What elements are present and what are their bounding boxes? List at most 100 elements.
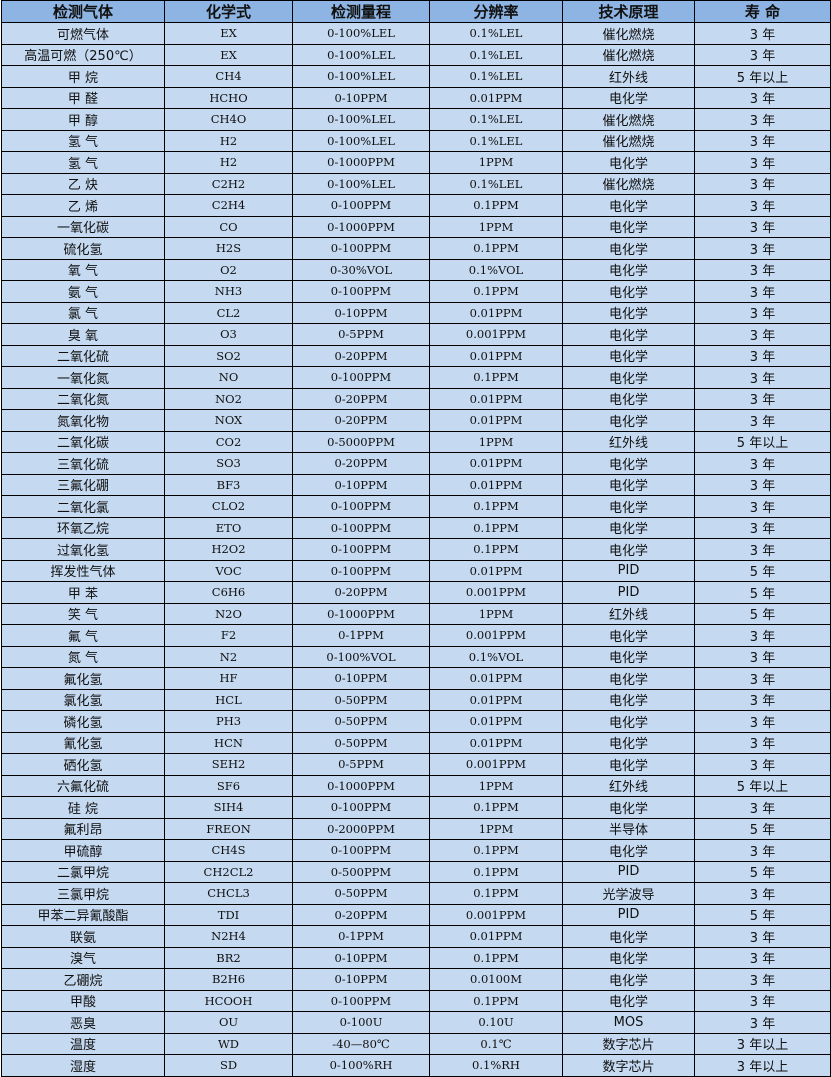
cell-range: 0-10PPM bbox=[292, 301, 430, 324]
cell-gas: 高温可燃（250℃） bbox=[1, 43, 165, 66]
cell-principle: 电化学 bbox=[562, 452, 695, 475]
table-row: 挥发性气体 VOC 0-100PPM 0.01PPM PID 5 年 bbox=[1, 559, 831, 582]
cell-gas: 联氨 bbox=[1, 925, 165, 948]
cell-range: 0-100%LEL bbox=[292, 22, 430, 45]
cell-lifespan: 3 年 bbox=[694, 129, 831, 152]
cell-resolution: 0.01PPM bbox=[429, 667, 563, 690]
table-row: 甲 醇 CH4O 0-100%LEL 0.1%LEL 催化燃烧 3 年 bbox=[1, 108, 831, 131]
cell-range: 0-50PPM bbox=[292, 882, 430, 905]
cell-formula: HCOOH bbox=[164, 989, 293, 1012]
cell-resolution: 0.001PPM bbox=[429, 624, 563, 647]
cell-formula: SIH4 bbox=[164, 796, 293, 819]
cell-resolution: 1PPM bbox=[429, 151, 563, 174]
cell-principle: 电化学 bbox=[562, 968, 695, 991]
cell-lifespan: 3 年 bbox=[694, 538, 831, 561]
cell-resolution: 0.001PPM bbox=[429, 581, 563, 604]
cell-range: 0-100%LEL bbox=[292, 65, 430, 88]
table-row: 氯化氢 HCL 0-50PPM 0.01PPM 电化学 3 年 bbox=[1, 688, 831, 711]
table-row: 过氧化氢 H2O2 0-100PPM 0.1PPM 电化学 3 年 bbox=[1, 538, 831, 561]
cell-principle: 红外线 bbox=[562, 430, 695, 453]
cell-formula: B2H6 bbox=[164, 968, 293, 991]
cell-lifespan: 3 年 bbox=[694, 882, 831, 905]
cell-range: 0-100%LEL bbox=[292, 43, 430, 66]
cell-formula: NO2 bbox=[164, 387, 293, 410]
cell-principle: 红外线 bbox=[562, 65, 695, 88]
header-range: 检测量程 bbox=[292, 0, 430, 23]
cell-range: 0-20PPM bbox=[292, 903, 430, 926]
cell-range: 0-5000PPM bbox=[292, 430, 430, 453]
cell-gas: 恶臭 bbox=[1, 1011, 165, 1034]
cell-formula: O3 bbox=[164, 323, 293, 346]
cell-principle: 电化学 bbox=[562, 301, 695, 324]
cell-resolution: 0.01PPM bbox=[429, 452, 563, 475]
cell-lifespan: 3 年 bbox=[694, 667, 831, 690]
cell-principle: 电化学 bbox=[562, 215, 695, 238]
cell-resolution: 1PPM bbox=[429, 774, 563, 797]
cell-resolution: 0.01PPM bbox=[429, 387, 563, 410]
cell-lifespan: 3 年 bbox=[694, 387, 831, 410]
cell-gas: 氧 气 bbox=[1, 258, 165, 281]
table-row: 高温可燃（250℃） EX 0-100%LEL 0.1%LEL 催化燃烧 3 年 bbox=[1, 43, 831, 66]
cell-resolution: 1PPM bbox=[429, 430, 563, 453]
cell-range: 0-1PPM bbox=[292, 925, 430, 948]
table-row: 氨 气 NH3 0-100PPM 0.1PPM 电化学 3 年 bbox=[1, 280, 831, 303]
cell-principle: 电化学 bbox=[562, 237, 695, 260]
cell-range: 0-100PPM bbox=[292, 989, 430, 1012]
cell-gas: 可燃气体 bbox=[1, 22, 165, 45]
table-row: 二氧化硫 SO2 0-20PPM 0.01PPM 电化学 3 年 bbox=[1, 344, 831, 367]
table-row: 二氯甲烷 CH2CL2 0-500PPM 0.1PPM PID 5 年 bbox=[1, 860, 831, 883]
cell-range: 0-100PPM bbox=[292, 796, 430, 819]
cell-lifespan: 3 年 bbox=[694, 86, 831, 109]
table-row: 氯 气 CL2 0-10PPM 0.01PPM 电化学 3 年 bbox=[1, 301, 831, 324]
cell-range: 0-100PPM bbox=[292, 559, 430, 582]
header-gas: 检测气体 bbox=[1, 0, 165, 23]
cell-gas: 温度 bbox=[1, 1032, 165, 1055]
cell-range: 0-20PPM bbox=[292, 409, 430, 432]
cell-gas: 甲 醛 bbox=[1, 86, 165, 109]
table-row: 二氧化氯 CLO2 0-100PPM 0.1PPM 电化学 3 年 bbox=[1, 495, 831, 518]
cell-gas: 甲 烷 bbox=[1, 65, 165, 88]
cell-principle: 电化学 bbox=[562, 753, 695, 776]
table-row: 三氯甲烷 CHCL3 0-50PPM 0.1PPM 光学波导 3 年 bbox=[1, 882, 831, 905]
cell-range: 0-100PPM bbox=[292, 516, 430, 539]
cell-resolution: 0.1%LEL bbox=[429, 43, 563, 66]
table-row: 一氧化氮 NO 0-100PPM 0.1PPM 电化学 3 年 bbox=[1, 366, 831, 389]
cell-gas: 氮氧化物 bbox=[1, 409, 165, 432]
table-row: 磷化氢 PH3 0-50PPM 0.01PPM 电化学 3 年 bbox=[1, 710, 831, 733]
cell-resolution: 0.01PPM bbox=[429, 301, 563, 324]
cell-lifespan: 3 年 bbox=[694, 710, 831, 733]
cell-formula: TDI bbox=[164, 903, 293, 926]
table-row: 硫化氢 H2S 0-100PPM 0.1PPM 电化学 3 年 bbox=[1, 237, 831, 260]
cell-range: 0-100PPM bbox=[292, 280, 430, 303]
cell-range: 0-1000PPM bbox=[292, 774, 430, 797]
cell-lifespan: 3 年 bbox=[694, 409, 831, 432]
cell-lifespan: 3 年 bbox=[694, 151, 831, 174]
cell-formula: SEH2 bbox=[164, 753, 293, 776]
cell-principle: 催化燃烧 bbox=[562, 22, 695, 45]
cell-range: 0-100%LEL bbox=[292, 108, 430, 131]
cell-resolution: 0.1PPM bbox=[429, 946, 563, 969]
cell-principle: 电化学 bbox=[562, 344, 695, 367]
cell-lifespan: 3 年 bbox=[694, 839, 831, 862]
table-row: 二氧化氮 NO2 0-20PPM 0.01PPM 电化学 3 年 bbox=[1, 387, 831, 410]
cell-principle: PID bbox=[562, 559, 695, 582]
cell-resolution: 0.1PPM bbox=[429, 366, 563, 389]
cell-formula: NOX bbox=[164, 409, 293, 432]
cell-principle: 电化学 bbox=[562, 839, 695, 862]
cell-principle: 半导体 bbox=[562, 817, 695, 840]
cell-gas: 甲硫醇 bbox=[1, 839, 165, 862]
cell-resolution: 0.0100M bbox=[429, 968, 563, 991]
cell-gas: 氮 气 bbox=[1, 645, 165, 668]
cell-resolution: 0.1PPM bbox=[429, 516, 563, 539]
cell-formula: HCHO bbox=[164, 86, 293, 109]
cell-formula: HCN bbox=[164, 731, 293, 754]
cell-gas: 挥发性气体 bbox=[1, 559, 165, 582]
cell-lifespan: 5 年 bbox=[694, 602, 831, 625]
cell-lifespan: 3 年 bbox=[694, 452, 831, 475]
cell-lifespan: 3 年 bbox=[694, 258, 831, 281]
cell-lifespan: 3 年 bbox=[694, 194, 831, 217]
cell-lifespan: 3 年 bbox=[694, 280, 831, 303]
cell-resolution: 0.1℃ bbox=[429, 1032, 563, 1055]
cell-principle: 光学波导 bbox=[562, 882, 695, 905]
cell-principle: 电化学 bbox=[562, 731, 695, 754]
